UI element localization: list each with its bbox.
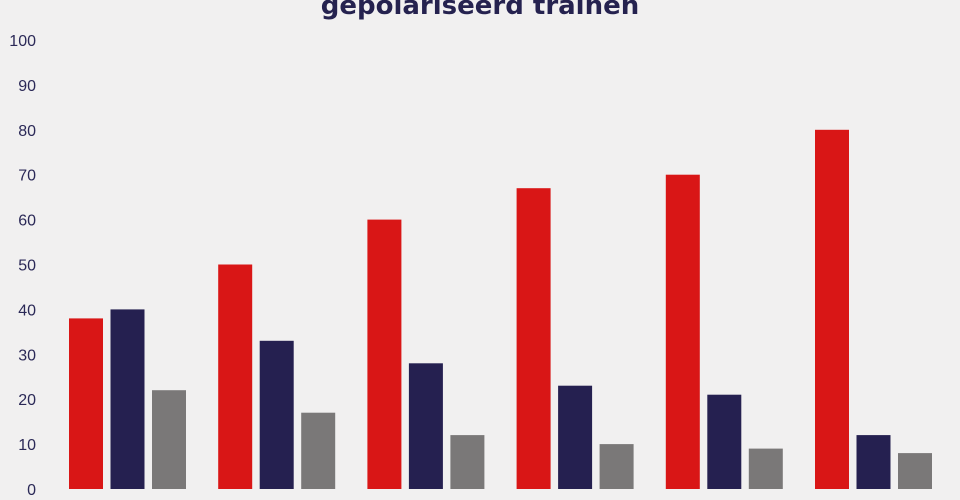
y-tick-label: 80 bbox=[18, 123, 36, 140]
y-tick-label: 40 bbox=[18, 302, 36, 319]
bar bbox=[408, 363, 443, 489]
bar bbox=[450, 435, 485, 489]
bar bbox=[367, 219, 402, 489]
bar bbox=[815, 129, 849, 490]
bar-group bbox=[367, 219, 485, 489]
bar bbox=[69, 318, 103, 489]
y-axis: 0 10 20 30 40 50 60 70 80 90 100 bbox=[9, 33, 36, 499]
y-tick-label: 50 bbox=[18, 258, 36, 275]
bar bbox=[152, 390, 186, 489]
y-tick-label: 30 bbox=[18, 347, 36, 364]
bar bbox=[558, 385, 593, 489]
y-tick-label: 0 bbox=[27, 482, 36, 499]
y-tick-label: 70 bbox=[18, 168, 36, 185]
bar-group bbox=[815, 129, 932, 490]
bar bbox=[748, 448, 783, 489]
bar-group bbox=[516, 188, 634, 489]
bar bbox=[856, 435, 891, 489]
bar bbox=[516, 188, 551, 489]
bars-group bbox=[69, 129, 932, 490]
bar bbox=[898, 453, 932, 489]
y-tick-label: 90 bbox=[18, 78, 36, 95]
bar-group bbox=[218, 264, 336, 489]
y-tick-label: 100 bbox=[9, 33, 36, 50]
y-tick-label: 60 bbox=[18, 213, 36, 230]
y-tick-label: 20 bbox=[18, 392, 36, 409]
bar bbox=[259, 340, 294, 489]
chart-title: gepolariseerd trainen bbox=[321, 0, 640, 21]
bar bbox=[110, 309, 145, 489]
bar bbox=[707, 394, 742, 489]
bar bbox=[599, 444, 634, 489]
bar-group bbox=[69, 309, 186, 489]
bar bbox=[665, 174, 700, 489]
bar bbox=[218, 264, 253, 489]
y-tick-label: 10 bbox=[18, 437, 36, 454]
bar-group bbox=[665, 174, 783, 489]
bar bbox=[301, 412, 336, 489]
